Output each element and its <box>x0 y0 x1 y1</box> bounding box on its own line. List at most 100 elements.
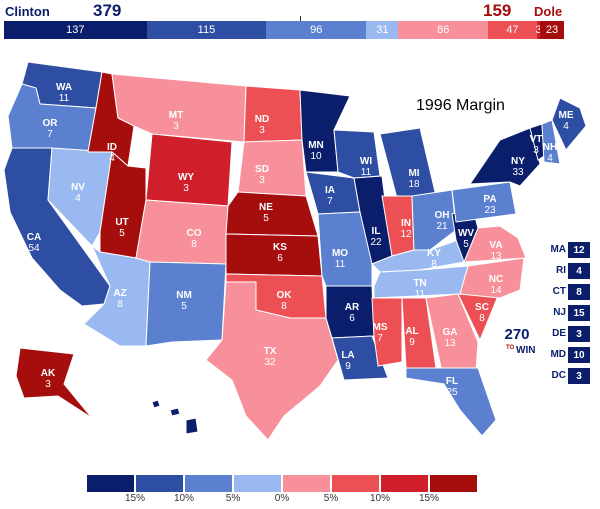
legend-label: 15% <box>124 493 145 504</box>
state-label-sc: SC <box>475 302 489 313</box>
small-state-abbr: MD <box>550 349 566 360</box>
state-label-ar: AR <box>345 302 360 313</box>
state-label-vt: VT <box>530 134 543 145</box>
state-ev-sd: 3 <box>259 175 265 186</box>
state-label-al: AL <box>405 326 418 337</box>
small-state-abbr: RI <box>556 265 566 276</box>
small-state-abbr: DE <box>552 328 566 339</box>
state-nd[interactable] <box>243 85 303 143</box>
legend-label: 5% <box>225 493 241 504</box>
state-sd[interactable] <box>237 139 307 197</box>
state-ga[interactable] <box>425 293 479 373</box>
legend-label: 0% <box>274 493 290 504</box>
state-ny[interactable] <box>469 127 541 187</box>
state-label-nh: NH <box>543 142 557 153</box>
state-ev-tx: 32 <box>264 357 276 368</box>
state-ev-va: 13 <box>490 251 502 262</box>
state-me[interactable] <box>551 97 587 151</box>
state-label-ak: AK <box>41 368 56 379</box>
bar-segment: 86 <box>398 21 488 39</box>
svg-text:WIN: WIN <box>516 345 535 356</box>
state-mi[interactable] <box>379 127 437 203</box>
small-state-ev-box[interactable]: 15 <box>568 305 590 321</box>
state-nc[interactable] <box>459 257 525 299</box>
small-state-ev-box[interactable]: 4 <box>568 263 590 279</box>
bar-segment: 3 <box>535 21 542 39</box>
dole-total: 159 <box>483 1 512 20</box>
state-label-nm: NM <box>176 290 192 301</box>
small-state-ev-box[interactable]: 3 <box>568 368 590 384</box>
legend-swatch <box>430 475 477 492</box>
state-ks[interactable] <box>225 233 323 277</box>
legend-label: 15% <box>418 493 439 504</box>
state-ev-ga: 13 <box>444 338 456 349</box>
legend-label: 10% <box>173 493 194 504</box>
state-label-nv: NV <box>71 182 85 193</box>
state-fl[interactable] <box>405 367 497 437</box>
state-label-ny: NY <box>511 156 525 167</box>
small-state-ev-box[interactable]: 10 <box>568 347 590 363</box>
state-nh[interactable] <box>541 119 561 165</box>
bar-segment: 96 <box>266 21 367 39</box>
state-label-id: ID <box>107 142 117 153</box>
state-co[interactable] <box>135 199 229 265</box>
state-nm[interactable] <box>145 261 227 347</box>
state-ev-co: 8 <box>191 239 197 250</box>
small-state-ev-box[interactable]: 3 <box>568 326 590 342</box>
state-label-nd: ND <box>255 114 269 125</box>
bar-segment: 115 <box>146 21 267 39</box>
state-label-sd: SD <box>255 164 269 175</box>
small-state-ev-box[interactable]: 8 <box>568 284 590 300</box>
state-label-in: IN <box>401 218 411 229</box>
legend-swatch <box>283 475 330 492</box>
state-ev-vt: 3 <box>533 145 539 156</box>
state-ev-nv: 4 <box>75 193 81 204</box>
state-label-ut: UT <box>115 217 128 228</box>
state-ev-id: 4 <box>109 153 115 164</box>
state-ev-ok: 8 <box>281 301 287 312</box>
state-la[interactable] <box>331 335 389 381</box>
state-wy[interactable] <box>145 133 233 207</box>
small-state-abbr: MA <box>550 244 566 255</box>
svg-text:270: 270 <box>504 326 529 343</box>
clinton-total: 379 <box>93 1 122 20</box>
small-state-ev-box[interactable]: 12 <box>568 242 590 258</box>
state-label-wv: WV <box>458 228 474 239</box>
state-ev-ar: 6 <box>349 313 355 324</box>
state-label-nc: NC <box>489 274 503 285</box>
state-ev-fl: 25 <box>446 387 458 398</box>
state-label-az: AZ <box>113 288 126 299</box>
state-ev-mn: 10 <box>310 151 322 162</box>
legend-swatch <box>381 475 428 492</box>
state-tx[interactable] <box>205 281 339 441</box>
state-pa[interactable] <box>451 181 517 223</box>
state-ev-az: 8 <box>117 299 123 310</box>
clinton-name: Clinton <box>5 4 50 19</box>
state-label-ia: IA <box>325 185 335 196</box>
state-hi[interactable] <box>151 399 199 435</box>
state-label-ks: KS <box>273 242 287 253</box>
state-wi[interactable] <box>333 129 381 179</box>
state-ev-sc: 8 <box>479 313 485 324</box>
bar-segment: 137 <box>4 21 147 39</box>
state-ev-al: 9 <box>409 337 415 348</box>
map-title: 1996 Margin <box>416 97 505 114</box>
state-ne[interactable] <box>225 191 319 237</box>
state-ak[interactable] <box>15 347 93 419</box>
state-ms[interactable] <box>371 297 403 367</box>
state-ev-il: 22 <box>370 237 382 248</box>
state-ev-nd: 3 <box>259 125 265 136</box>
state-ev-oh: 21 <box>436 221 448 232</box>
state-label-ne: NE <box>259 202 273 213</box>
legend-swatch <box>87 475 134 492</box>
state-label-wi: WI <box>360 156 372 167</box>
legend-swatch <box>332 475 379 492</box>
state-ev-pa: 23 <box>484 205 496 216</box>
state-label-mt: MT <box>169 110 183 121</box>
dole-name: Dole <box>534 4 563 19</box>
majority-marker <box>300 16 301 21</box>
state-label-pa: PA <box>483 194 496 205</box>
state-oh[interactable] <box>411 189 457 251</box>
small-state-abbr: CT <box>552 286 566 297</box>
